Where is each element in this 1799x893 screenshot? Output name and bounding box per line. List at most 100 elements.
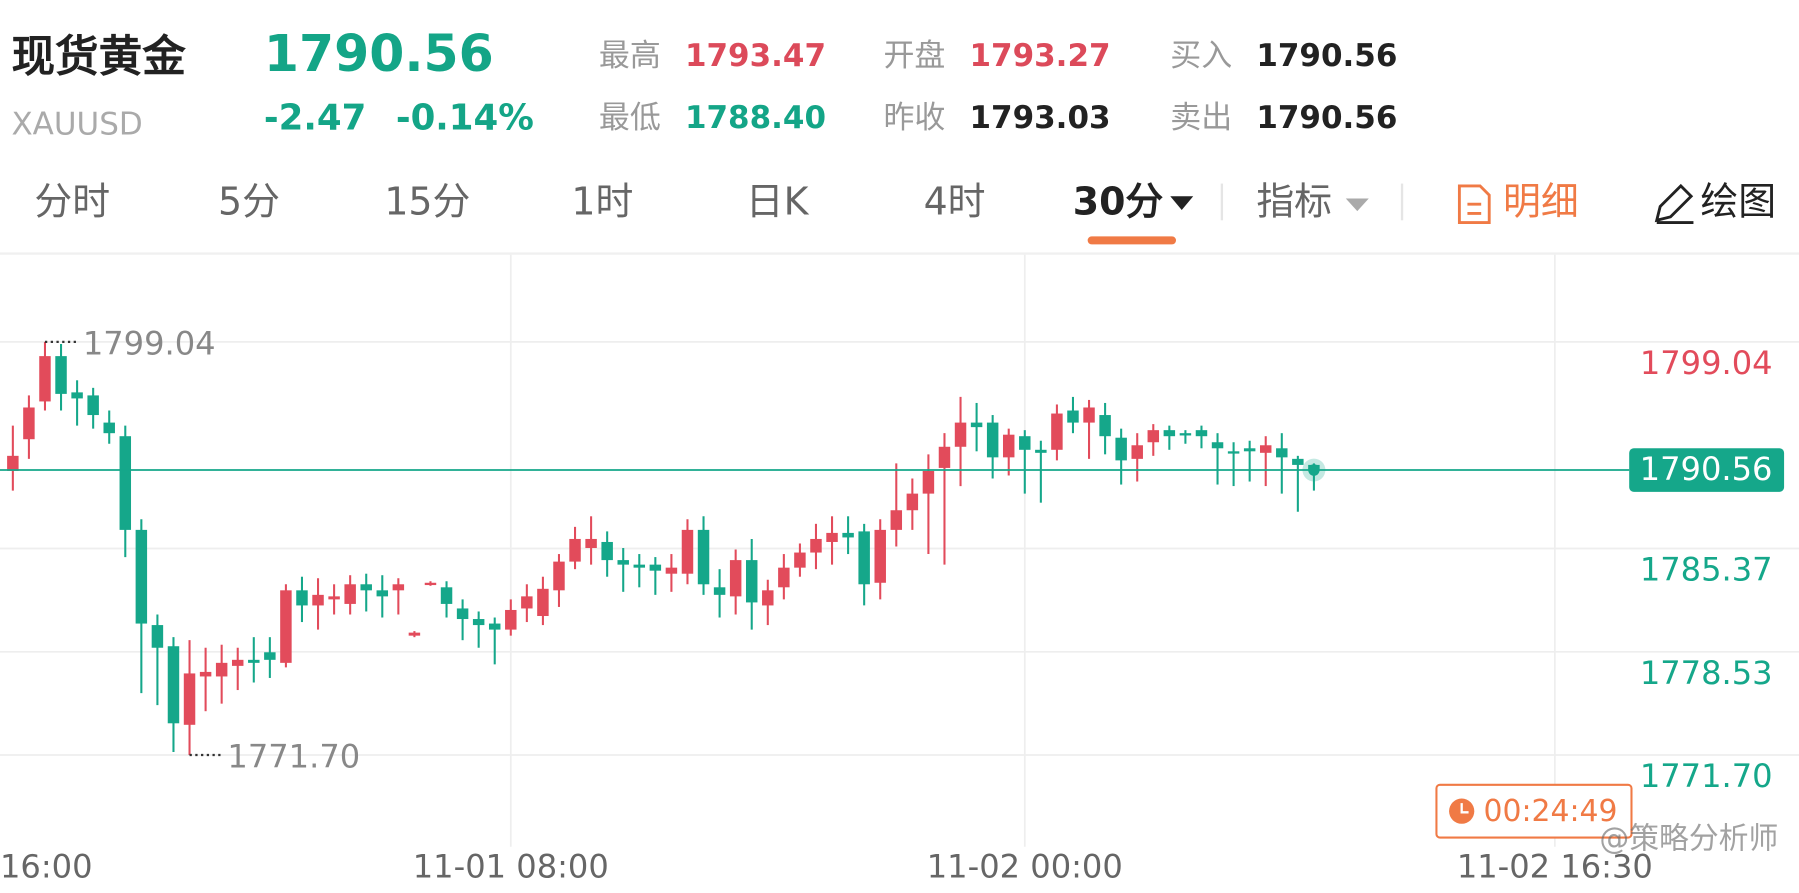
candle-body	[810, 538, 822, 553]
stat-value: 1790.56	[1256, 38, 1397, 74]
candle-body	[119, 436, 132, 530]
stat-value: 1790.56	[1256, 100, 1397, 136]
candle-body	[1179, 433, 1192, 436]
candle-body	[360, 584, 372, 591]
x-tick-label: 11-02 16:30	[1457, 848, 1653, 886]
current-dot	[1308, 464, 1320, 476]
candle-body	[970, 422, 983, 428]
current-price-label: 1790.56	[1640, 450, 1773, 488]
candle-body	[440, 587, 453, 604]
tab[interactable]: 绘图	[1700, 180, 1776, 224]
candle-body	[1163, 430, 1176, 437]
detail-icon	[1457, 184, 1491, 225]
candle-body	[922, 470, 935, 494]
candle-body	[312, 594, 324, 606]
tab[interactable]: 指标	[1256, 180, 1332, 224]
draw-icon	[1654, 183, 1694, 225]
candle-body	[424, 582, 437, 586]
candle-body	[264, 652, 276, 660]
candle-body	[87, 395, 99, 416]
tab[interactable]: 明细	[1503, 180, 1579, 224]
candle-body	[1243, 448, 1256, 452]
candle-body	[681, 529, 694, 574]
candle-body	[215, 662, 228, 677]
stat-label: 最高	[599, 38, 661, 74]
candle-body	[1002, 434, 1015, 458]
candle-body	[39, 356, 51, 402]
stat-label: 买入	[1170, 38, 1232, 74]
candle-body	[713, 587, 726, 595]
stat-label: 最低	[599, 100, 661, 136]
x-tick-label: 16:00	[0, 848, 93, 886]
candle-body	[890, 510, 903, 530]
candle-body	[55, 356, 67, 394]
x-tick-label: 11-01 08:00	[413, 848, 609, 886]
candle-body	[296, 590, 308, 606]
candle-body	[842, 532, 854, 538]
tab[interactable]: 1时	[571, 180, 633, 224]
candle-body	[328, 596, 340, 600]
tab[interactable]: 5分	[218, 180, 280, 224]
candle-body	[1227, 451, 1240, 454]
last-price: 1790.56	[264, 24, 494, 83]
stat-label: 昨收	[883, 100, 945, 136]
candle-body	[697, 529, 710, 585]
candle-body	[183, 673, 196, 725]
stat-label: 卖出	[1170, 100, 1232, 136]
y-tick-label: 1785.37	[1640, 550, 1773, 588]
candlestick-chart: 1799.04 1785.37 1778.53 1771.70 16:00 11-01 0…	[0, 254, 1799, 886]
tab[interactable]: 15分	[384, 180, 470, 224]
candle-body	[71, 392, 83, 399]
candle-body	[745, 560, 758, 603]
candle-body	[954, 422, 967, 447]
timer-text: 00:24:49	[1483, 794, 1617, 829]
candle-body	[1099, 415, 1111, 437]
candle-body	[1083, 407, 1095, 423]
candle-body	[1019, 436, 1031, 450]
candle-body	[553, 561, 565, 591]
candle-body	[762, 590, 774, 606]
extreme-label: 1799.04	[83, 324, 216, 362]
stat-label: 开盘	[883, 38, 945, 74]
candle-body	[344, 584, 356, 604]
stat-value: 1788.40	[685, 100, 826, 136]
stat-value: 1793.03	[969, 100, 1110, 136]
tab[interactable]: 日K	[746, 180, 810, 224]
candle-body	[633, 564, 646, 568]
candle-body	[938, 446, 951, 468]
stats: 最高 1793.47 开盘 1793.27 买入 1790.56 最低 1788.40 昨收 17…	[599, 38, 1397, 136]
y-tick-label: 1799.04	[1640, 344, 1773, 382]
candle-body	[1051, 413, 1063, 450]
current-price-box	[1629, 448, 1785, 492]
candle-body	[1292, 458, 1304, 465]
instrument-title: 现货黄金	[11, 33, 186, 83]
candle-body	[1115, 437, 1127, 461]
dropdown-arrow	[1170, 196, 1194, 210]
timer-hands	[1460, 803, 1469, 814]
candle-body	[1195, 430, 1208, 437]
candle-body	[569, 538, 581, 562]
candle-body	[1067, 410, 1079, 423]
candle-body	[858, 531, 870, 585]
stat-value: 1793.47	[685, 38, 826, 74]
candle-body	[1276, 448, 1288, 458]
candle-body	[585, 538, 597, 549]
instrument-symbol: XAUUSD	[11, 107, 142, 143]
candle-body	[906, 493, 919, 511]
candle-body	[729, 560, 742, 597]
candle-body	[617, 560, 629, 565]
candle-body	[248, 659, 260, 663]
stat-value: 1793.27	[969, 38, 1110, 74]
active-underline	[1087, 236, 1177, 245]
candle-body	[199, 671, 212, 677]
tab[interactable]: 30分	[1073, 180, 1164, 224]
tab[interactable]: 4时	[924, 180, 986, 224]
tab[interactable]: 分时	[34, 180, 110, 224]
candle-body	[537, 588, 549, 617]
candle-body	[408, 632, 421, 636]
candle-body	[874, 529, 886, 583]
candle-body	[649, 564, 662, 571]
candle-body	[488, 623, 501, 630]
